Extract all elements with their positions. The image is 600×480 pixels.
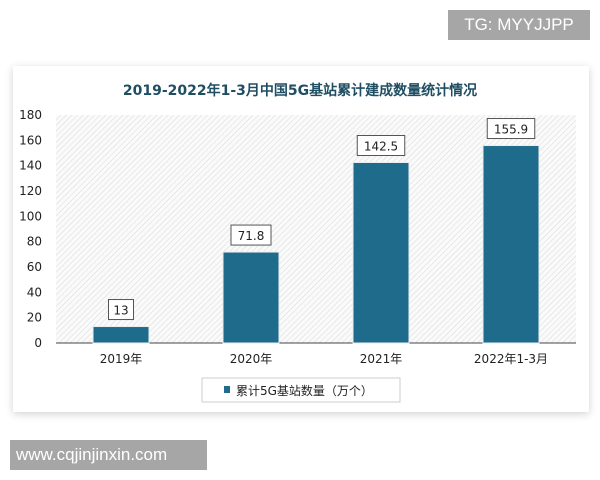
data-label: 142.5 [364,140,398,154]
x-tick-label: 2020年 [230,352,273,366]
y-tick-label: 60 [27,260,42,274]
bar [92,326,150,344]
bar [352,162,410,344]
watermark-bottom: www.cqjinjinxin.com [10,440,207,470]
data-label: 155.9 [494,123,528,137]
y-tick-label: 140 [19,159,42,173]
y-tick-label: 40 [27,285,42,299]
data-label: 71.8 [238,229,265,243]
y-tick-label: 160 [19,133,42,147]
data-label-box [230,224,272,246]
bar [222,251,280,344]
legend [201,377,401,403]
x-tick-label: 2019年 [100,352,143,366]
legend-label: 累计5G基站数量（万个） [236,383,373,398]
y-tick-label: 0 [34,336,42,350]
y-tick-label: 120 [19,184,42,198]
chart-title: 2019-2022年1-3月中国5G基站累计建成数量统计情况 [122,83,478,99]
legend-swatch [224,386,230,393]
data-label-box [108,299,134,321]
bar [482,145,540,344]
x-tick-label: 2022年1-3月 [474,352,548,366]
data-label-box [356,135,406,156]
watermark-top: TG: MYYJJPP [448,10,590,40]
y-tick-label: 20 [27,311,42,325]
y-tick-label: 80 [27,235,42,249]
y-tick-label: 180 [19,108,42,122]
y-tick-label: 100 [19,209,42,223]
data-label: 13 [113,304,128,318]
data-label-box [486,118,536,140]
x-tick-label: 2021年 [360,352,403,366]
